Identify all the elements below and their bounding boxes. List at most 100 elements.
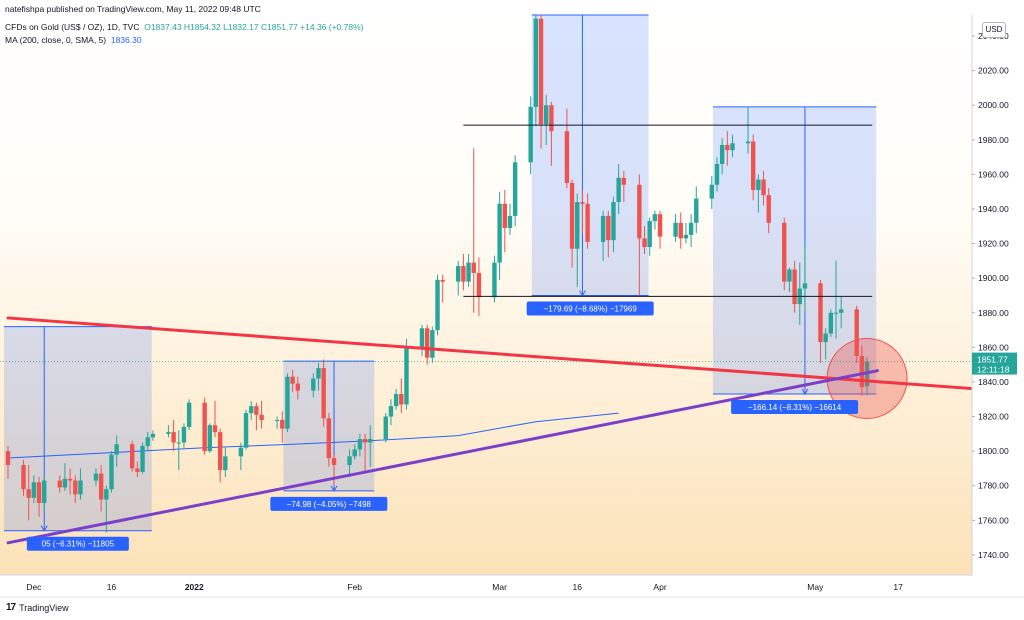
candle-body <box>130 444 135 469</box>
price-tick-label: 1780.00 <box>978 481 1009 491</box>
candle-body <box>854 309 859 356</box>
candle-body <box>73 480 78 495</box>
candle-body <box>393 394 399 407</box>
candle-body <box>745 141 751 144</box>
candle-body <box>683 234 689 239</box>
candle-body <box>388 406 394 417</box>
ma-layer <box>7 412 619 459</box>
candle-body <box>761 179 766 196</box>
candle-body <box>585 203 590 242</box>
candle-body <box>575 202 580 249</box>
candle-body <box>709 184 714 199</box>
time-tick-label: Dec <box>26 582 42 592</box>
candle-body <box>295 383 300 391</box>
time-tick-label: Feb <box>347 582 362 592</box>
candle-body <box>207 425 213 452</box>
countdown-label: 12:11:18 <box>977 365 1010 375</box>
candle-body <box>476 272 482 298</box>
candle-body <box>150 433 156 438</box>
candle-body <box>652 214 658 222</box>
measure-label-layer: −179.69 (−8.68%) −17969 −166.14 (−8.31%) … <box>26 301 859 551</box>
candle-body <box>352 449 357 457</box>
candle-body <box>145 437 150 446</box>
candle-body <box>259 414 264 420</box>
ma-legend: MA (200, close, 0, SMA, 5) 1836.30 <box>5 35 142 45</box>
price-tick-label: 1740.00 <box>978 550 1009 560</box>
candle-body <box>316 368 321 379</box>
price-axis-bg <box>972 15 1024 575</box>
candle-body <box>616 177 621 203</box>
candle-body <box>419 328 425 348</box>
publish-credit: natefishpa published on TradingView.com,… <box>5 4 261 14</box>
candle-layer <box>5 15 870 533</box>
candle-body <box>430 330 435 358</box>
candle-body <box>787 269 792 282</box>
measure-label: −179.69 (−8.68%) −17969 <box>544 304 638 313</box>
time-axis[interactable]: Dec 16 2022 Feb Mar 16 Apr May 17 <box>0 574 1024 598</box>
candle-body <box>859 355 865 388</box>
measure-label: 05 (−6.31%) −11805 <box>42 540 115 549</box>
price-axis[interactable]: 1740.00 1760.00 1780.00 1800.00 1820.00 1840.… <box>971 15 1024 575</box>
candle-body <box>176 442 181 444</box>
measure-label-bg <box>26 536 129 551</box>
tradingview-logo-icon[interactable]: 17 <box>6 602 16 613</box>
candle-body <box>331 458 337 465</box>
candle-body <box>57 480 62 488</box>
candle-body <box>725 144 730 151</box>
ma-200-line <box>7 412 619 459</box>
measure-box <box>4 326 152 531</box>
candle-body <box>497 203 502 263</box>
candle-body <box>647 221 652 248</box>
candle-body <box>719 144 725 164</box>
price-tick-label: 1800.00 <box>978 446 1009 456</box>
candle-body <box>502 203 507 228</box>
symbol-legend: CFDs on Gold (US$ / OZ), 1D, TVC O1837.4… <box>5 22 364 32</box>
candle-body <box>792 269 797 305</box>
candle-body <box>678 222 683 239</box>
candle-body <box>223 456 228 471</box>
candle-body <box>637 184 642 239</box>
price-tick-label: 1920.00 <box>978 239 1009 249</box>
measure-layer <box>4 14 877 532</box>
candle-body <box>751 141 756 190</box>
time-tick-label: 2022 <box>185 582 204 592</box>
candle-body <box>424 328 430 358</box>
candle-body <box>238 447 244 457</box>
time-tick-label: 16 <box>573 582 583 592</box>
price-tick-label: 1940.00 <box>978 204 1009 214</box>
candle-body <box>326 418 332 459</box>
time-tick-label: 16 <box>107 582 117 592</box>
measure-label: −166.14 (−8.31%) −16614 <box>748 403 842 412</box>
time-tick-label: Mar <box>492 582 507 592</box>
candle-body <box>564 131 570 184</box>
candle-body <box>512 162 518 216</box>
candle-body <box>362 439 368 443</box>
measure-box <box>712 106 877 395</box>
candle-body <box>456 266 461 282</box>
candle-body <box>528 106 533 163</box>
price-tick-label: 1760.00 <box>978 515 1009 525</box>
candle-body <box>580 202 585 204</box>
currency-button[interactable]: USD <box>982 22 1006 38</box>
candle-body <box>31 482 37 498</box>
measure-label-bg <box>526 301 654 316</box>
candle-body <box>611 202 616 241</box>
candle-body <box>404 347 409 405</box>
ohlc-values: O1837.43 H1854.32 L1832.17 C1851.77 +14.… <box>144 22 364 32</box>
candle-body <box>249 406 254 414</box>
candle-body <box>461 266 466 282</box>
candle-body <box>714 163 720 185</box>
candle-body <box>435 279 440 331</box>
candle-body <box>321 368 326 419</box>
measure-box <box>531 15 649 296</box>
symbol-name: CFDs on Gold (US$ / OZ), 1D, TVC <box>5 22 140 32</box>
candle-body <box>399 394 404 405</box>
candle-body <box>36 482 42 504</box>
candle-body <box>694 198 699 223</box>
candle-body <box>756 179 761 190</box>
footer-brand[interactable]: TradingView <box>19 602 69 613</box>
candle-body <box>217 432 223 471</box>
candle-body <box>347 456 352 465</box>
candle-body <box>621 177 627 185</box>
